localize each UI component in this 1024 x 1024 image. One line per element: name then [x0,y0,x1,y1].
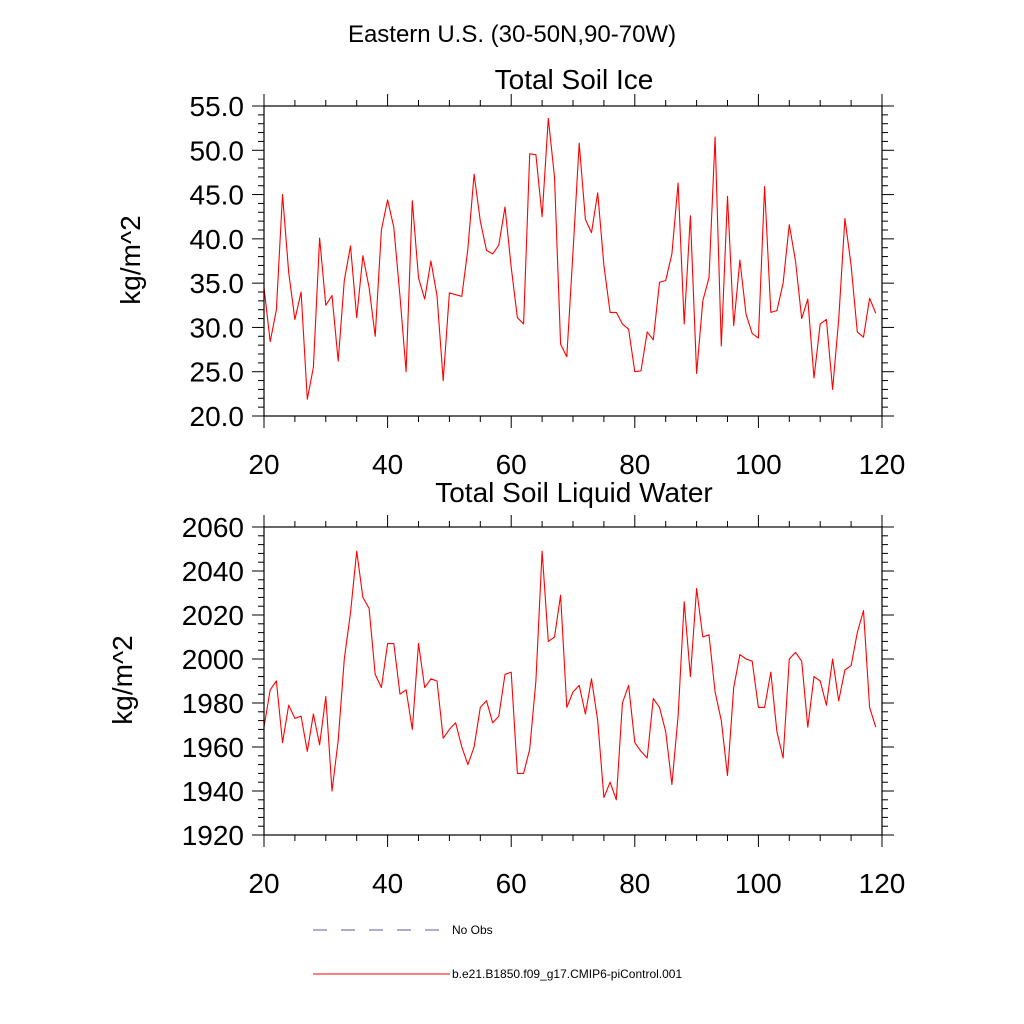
y-tick-label: 50.0 [190,135,245,166]
x-tick-label: 60 [496,449,527,480]
x-tick-label: 80 [619,449,650,480]
x-tick-label: 60 [496,868,527,899]
y-tick-label: 45.0 [190,180,245,211]
chart-title: Total Soil Ice [495,64,654,95]
x-tick-label: 120 [859,868,906,899]
y-tick-label: 1960 [182,732,244,763]
legend-label: b.e21.B1850.f09_g17.CMIP6-piControl.001 [452,967,682,981]
x-tick-label: 100 [735,449,782,480]
y-tick-label: 1920 [182,820,244,851]
y-tick-label: 20.0 [190,401,245,432]
legend-label: No Obs [452,923,493,937]
x-tick-label: 20 [248,868,279,899]
y-tick-label: 55.0 [190,91,245,122]
y-tick-label: 30.0 [190,312,245,343]
y-tick-label: 25.0 [190,357,245,388]
x-tick-label: 40 [372,868,403,899]
figure-title: Eastern U.S. (30-50N,90-70W) [348,21,676,48]
y-tick-label: 1940 [182,776,244,807]
y-tick-label: 40.0 [190,224,245,255]
y-axis-label: kg/m^2 [107,635,138,724]
y-tick-label: 2040 [182,556,244,587]
y-tick-label: 2020 [182,600,244,631]
x-tick-label: 120 [859,449,906,480]
y-tick-label: 2000 [182,644,244,675]
x-tick-label: 100 [735,868,782,899]
x-tick-label: 20 [248,449,279,480]
y-tick-label: 1980 [182,688,244,719]
y-tick-label: 2060 [182,512,244,543]
x-tick-label: 80 [619,868,650,899]
x-tick-label: 40 [372,449,403,480]
figure-canvas: Eastern U.S. (30-50N,90-70W) Total Soil … [0,0,1024,1024]
y-tick-label: 35.0 [190,268,245,299]
y-axis-label: kg/m^2 [115,215,146,304]
chart-title: Total Soil Liquid Water [435,477,713,508]
